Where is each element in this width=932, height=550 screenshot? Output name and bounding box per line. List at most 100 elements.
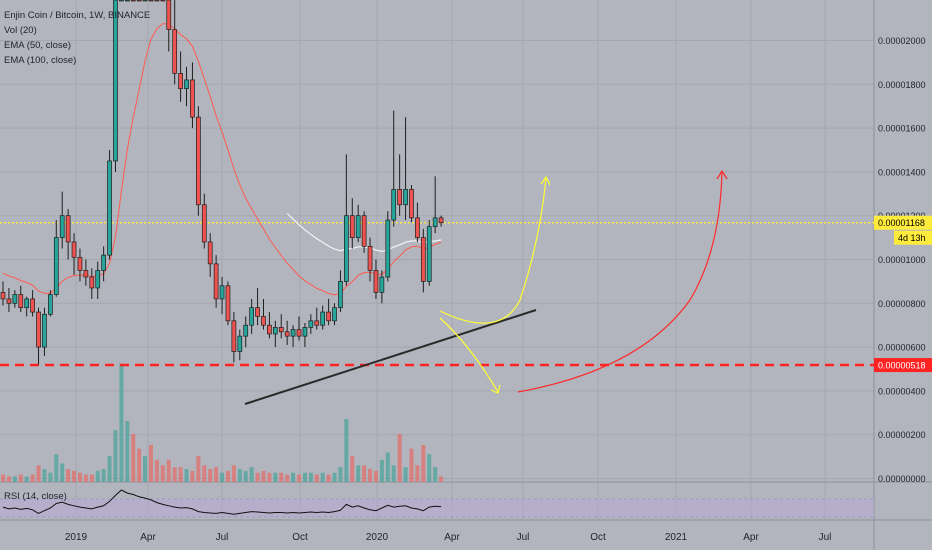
volume-bar [249,467,254,482]
candle-body [0,292,6,300]
candle-body [160,0,166,2]
price-tick-label: 0.00001400 [878,167,926,177]
price-tick-label: 0.00001800 [878,80,926,90]
price-tick-label: 0.00002000 [878,36,926,46]
volume-bar [291,472,296,482]
candle-body [403,189,408,206]
volume-bar [308,472,313,482]
candle-body [344,215,349,282]
candle-body [166,0,172,30]
candle-body [207,241,213,265]
last-price-badge [874,215,932,230]
yellow-arrow-up [439,177,547,324]
candle-body [379,276,385,293]
time-tick-label: 2020 [366,532,389,543]
price-tick-label: 0.00001000 [878,255,926,265]
volume-bar [190,470,195,482]
legend-vol[interactable]: Vol (20) [4,25,37,36]
volume-bar [368,469,373,482]
candle-body [130,0,136,2]
candle-body [267,324,272,335]
candle-body [77,256,83,271]
volume-bar [83,474,88,482]
candle-body [65,215,71,243]
candle-body [397,189,402,206]
candle-body [290,329,296,337]
countdown-badge [894,230,932,245]
volume-bar [143,456,148,482]
candle-body [12,294,18,304]
candle-body [349,215,355,238]
legend-symbol[interactable]: Enjin Coin / Bitcoin, 1W, BINANCE [4,10,151,21]
candle-body [119,0,124,2]
volume-bar [344,419,349,482]
volume-bar [391,465,396,482]
candle-body [148,0,154,2]
time-tick-label: Jul [819,532,832,543]
candle-body [385,219,391,278]
candle-body [249,307,254,326]
time-tick-label: Oct [590,532,606,543]
candle-body [36,311,41,348]
volume-bar [178,467,183,482]
volume-bar [214,467,219,482]
volume-bar [397,433,402,482]
volume-bar [409,448,414,482]
volume-bar [137,448,142,482]
time-tick-label: Oct [292,532,308,543]
volume-bar [125,420,130,482]
volume-bar [208,469,213,482]
time-tick-label: 2019 [65,532,88,543]
volume-bar [24,476,29,482]
candle-body [184,79,189,90]
volume-bar [18,474,23,482]
volume-bar [107,456,112,482]
candle-body [231,320,237,352]
drawings [244,169,728,405]
candle-body [89,276,95,289]
legend-rsi[interactable]: RSI (14, close) [4,491,67,502]
candle-body [272,327,278,335]
rsi-band [0,499,874,517]
volume-bar [279,472,284,482]
candle-body [302,327,308,337]
axes: 0.000032000.000030000.000028000.00002600… [65,0,932,543]
candle-body [83,270,89,278]
volume-bar [36,465,41,482]
legend-ema100[interactable]: EMA (100, close) [4,55,77,66]
candle-body [284,331,290,337]
volume-bar [184,469,189,482]
volume-bar [356,465,361,482]
time-tick-label: Apr [140,532,156,543]
candle-body [391,189,397,221]
volume-bar [30,474,35,482]
volume-bar [415,465,420,482]
legend-ema50[interactable]: EMA (50, close) [4,40,72,51]
volume-bar [231,465,236,482]
candle-body [237,335,243,352]
volume-bar [326,474,331,482]
volume-bar [421,445,426,482]
last-price-label: 0.00001168 [878,218,925,228]
candle-body [101,254,106,271]
red-arrow-up-head [716,169,728,180]
volume-bar [379,459,384,482]
volume-bar [166,459,171,482]
candle-body [373,270,379,293]
yellow-arrow-down [439,317,499,393]
volume-bar [42,469,47,482]
volume-bar [350,456,355,482]
candle-body [320,311,326,326]
candle-body [201,204,207,243]
volume-bar [77,472,82,482]
candle-body [225,285,231,322]
volume-bar [302,472,307,482]
candle-body [136,0,142,2]
yellow-arrow-up-head [540,175,551,186]
candle-body [113,0,118,162]
candle-body [53,237,59,295]
volume-bar [48,472,53,482]
